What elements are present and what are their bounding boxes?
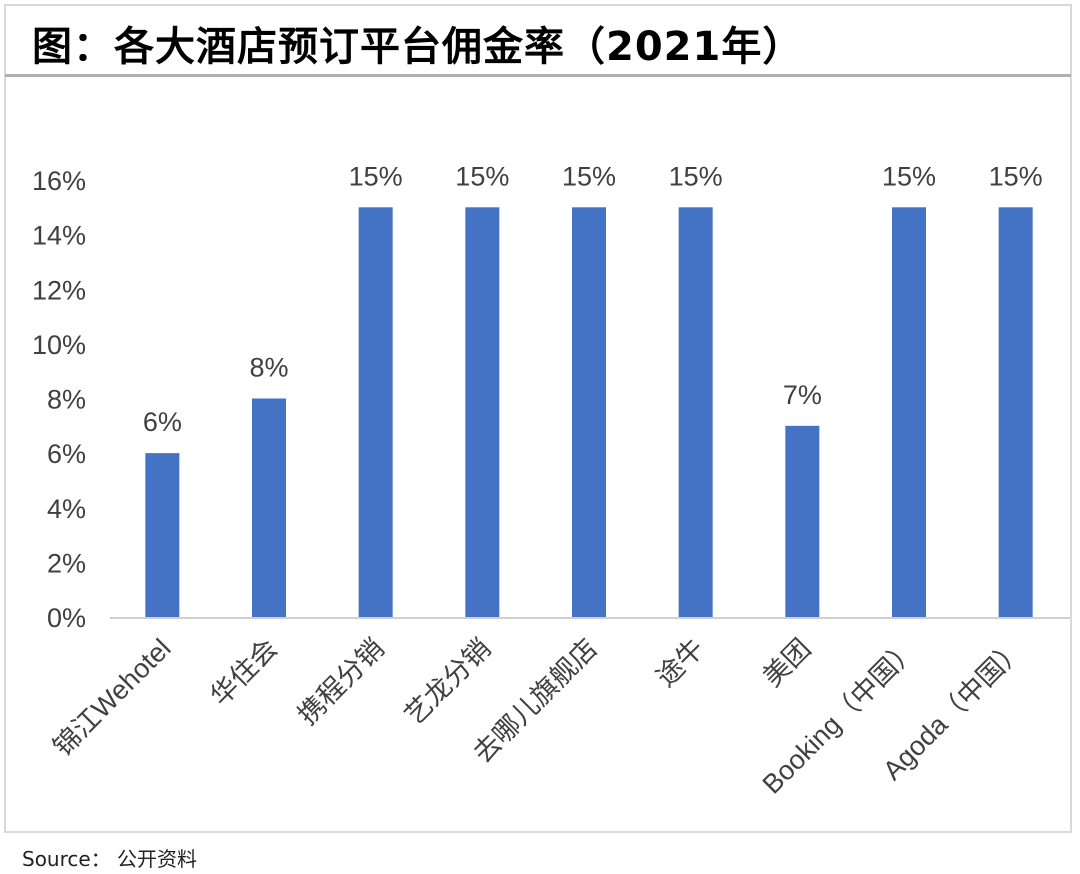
y-tick-label: 0%: [47, 603, 86, 633]
bar: [998, 207, 1033, 617]
data-label: 15%: [669, 161, 723, 191]
x-tick-label: 携程分销: [292, 633, 390, 731]
data-label: 7%: [783, 380, 822, 410]
data-label: 8%: [249, 353, 288, 383]
data-label: 15%: [562, 161, 616, 191]
bar: [358, 207, 393, 617]
y-tick-label: 10%: [32, 330, 86, 360]
y-tick-label: 16%: [32, 166, 86, 196]
chart-frame: [4, 4, 1072, 833]
x-tick-label: 美团: [757, 633, 816, 692]
data-label: 15%: [455, 161, 509, 191]
y-tick-label: 2%: [47, 548, 86, 578]
x-tick-label: 途牛: [651, 633, 710, 692]
x-tick-label: 锦江Wehotel: [47, 633, 176, 762]
title-divider: [5, 74, 1071, 77]
bar: [252, 398, 286, 617]
source-note: Source： 公开资料: [22, 847, 198, 871]
y-tick-label: 8%: [47, 385, 86, 415]
bar: [145, 453, 180, 617]
y-tick-label: 6%: [47, 439, 86, 469]
data-label: 15%: [989, 161, 1043, 191]
chart-title: 图：各大酒店预订平台佣金率（2021年）: [32, 24, 804, 70]
y-tick-label: 12%: [32, 275, 86, 305]
data-label: 15%: [349, 161, 403, 191]
bar: [678, 207, 713, 617]
data-label: 15%: [882, 161, 936, 191]
x-tick-label: 艺龙分销: [399, 633, 497, 731]
y-tick-label: 14%: [32, 221, 86, 251]
bar: [785, 425, 820, 617]
bar: [572, 207, 606, 617]
y-tick-label: 4%: [47, 494, 86, 524]
data-label: 6%: [143, 407, 182, 437]
x-tick-label: 华住会: [205, 633, 283, 711]
bar: [465, 207, 500, 617]
bar: [892, 207, 926, 617]
